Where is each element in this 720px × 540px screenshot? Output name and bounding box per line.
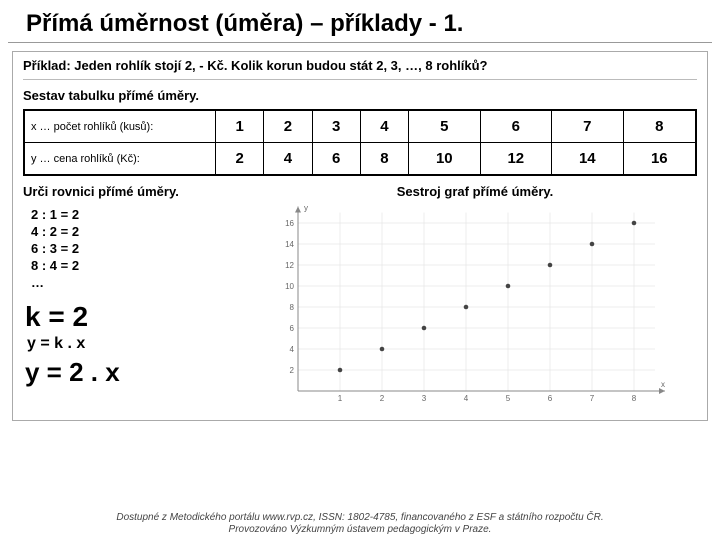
ratio-line: … bbox=[31, 275, 253, 292]
footer: Dostupné z Metodického portálu www.rvp.c… bbox=[0, 512, 720, 536]
svg-text:2: 2 bbox=[380, 394, 385, 403]
cell-y: 8 bbox=[360, 143, 408, 176]
cell-x: 1 bbox=[216, 110, 264, 143]
proportion-table: x … počet rohlíků (kusů): 1 2 3 4 5 6 7 … bbox=[23, 109, 697, 176]
svg-text:1: 1 bbox=[338, 394, 343, 403]
k-equals: k = 2 bbox=[25, 301, 253, 333]
content-box: Příklad: Jeden rohlík stojí 2, - Kč. Kol… bbox=[12, 51, 708, 421]
table-row: y … cena rohlíků (Kč): 2 4 6 8 10 12 14 … bbox=[24, 143, 696, 176]
row-x-header: x … počet rohlíků (kusů): bbox=[24, 110, 216, 143]
cell-x: 2 bbox=[264, 110, 312, 143]
ratio-line: 4 : 2 = 2 bbox=[31, 224, 253, 241]
svg-text:6: 6 bbox=[290, 324, 295, 333]
ratio-line: 6 : 3 = 2 bbox=[31, 241, 253, 258]
final-equation: y = 2 . x bbox=[25, 357, 253, 388]
svg-text:8: 8 bbox=[632, 394, 637, 403]
table-row: x … počet rohlíků (kusů): 1 2 3 4 5 6 7 … bbox=[24, 110, 696, 143]
footer-line-1: Dostupné z Metodického portálu www.rvp.c… bbox=[116, 512, 603, 523]
svg-text:y: y bbox=[304, 204, 308, 213]
svg-text:x: x bbox=[661, 380, 665, 389]
ratios-block: 2 : 1 = 2 4 : 2 = 2 6 : 3 = 2 8 : 4 = 2 … bbox=[31, 207, 253, 291]
cell-y: 6 bbox=[312, 143, 360, 176]
cell-y: 10 bbox=[409, 143, 481, 176]
equation-column: Urči rovnici přímé úměry. 2 : 1 = 2 4 : … bbox=[23, 184, 253, 416]
cell-y: 16 bbox=[623, 143, 696, 176]
footer-line-2: Provozováno Výzkumným ústavem pedagogick… bbox=[229, 524, 492, 535]
general-equation: y = k . x bbox=[27, 335, 253, 353]
cell-x: 5 bbox=[409, 110, 481, 143]
cell-y: 14 bbox=[552, 143, 624, 176]
svg-text:16: 16 bbox=[285, 219, 294, 228]
cell-x: 6 bbox=[480, 110, 552, 143]
svg-text:12: 12 bbox=[285, 261, 294, 270]
subtitle-sestroj: Sestroj graf přímé úměry. bbox=[253, 184, 697, 199]
subtitle-urci: Urči rovnici přímé úměry. bbox=[23, 184, 253, 199]
cell-y: 12 bbox=[480, 143, 552, 176]
cell-y: 2 bbox=[216, 143, 264, 176]
svg-text:5: 5 bbox=[506, 394, 511, 403]
svg-text:4: 4 bbox=[290, 345, 295, 354]
problem-statement: Příklad: Jeden rohlík stojí 2, - Kč. Kol… bbox=[23, 58, 697, 80]
svg-text:6: 6 bbox=[548, 394, 553, 403]
proportion-chart: 24681012141612345678yx bbox=[253, 201, 673, 411]
cell-x: 8 bbox=[623, 110, 696, 143]
cell-y: 4 bbox=[264, 143, 312, 176]
svg-text:4: 4 bbox=[464, 394, 469, 403]
cell-x: 3 bbox=[312, 110, 360, 143]
cell-x: 7 bbox=[552, 110, 624, 143]
cell-x: 4 bbox=[360, 110, 408, 143]
svg-text:7: 7 bbox=[590, 394, 595, 403]
svg-text:8: 8 bbox=[290, 303, 295, 312]
graph-column: Sestroj graf přímé úměry. 24681012141612… bbox=[253, 184, 697, 416]
row-y-header: y … cena rohlíků (Kč): bbox=[24, 143, 216, 176]
ratio-line: 8 : 4 = 2 bbox=[31, 258, 253, 275]
svg-text:3: 3 bbox=[422, 394, 427, 403]
subtitle-sestav: Sestav tabulku přímé úměry. bbox=[23, 80, 697, 109]
page-title: Přímá úměrnost (úměra) – příklady - 1. bbox=[8, 0, 712, 43]
svg-text:10: 10 bbox=[285, 282, 294, 291]
ratio-line: 2 : 1 = 2 bbox=[31, 207, 253, 224]
svg-text:2: 2 bbox=[290, 366, 295, 375]
svg-text:14: 14 bbox=[285, 240, 294, 249]
